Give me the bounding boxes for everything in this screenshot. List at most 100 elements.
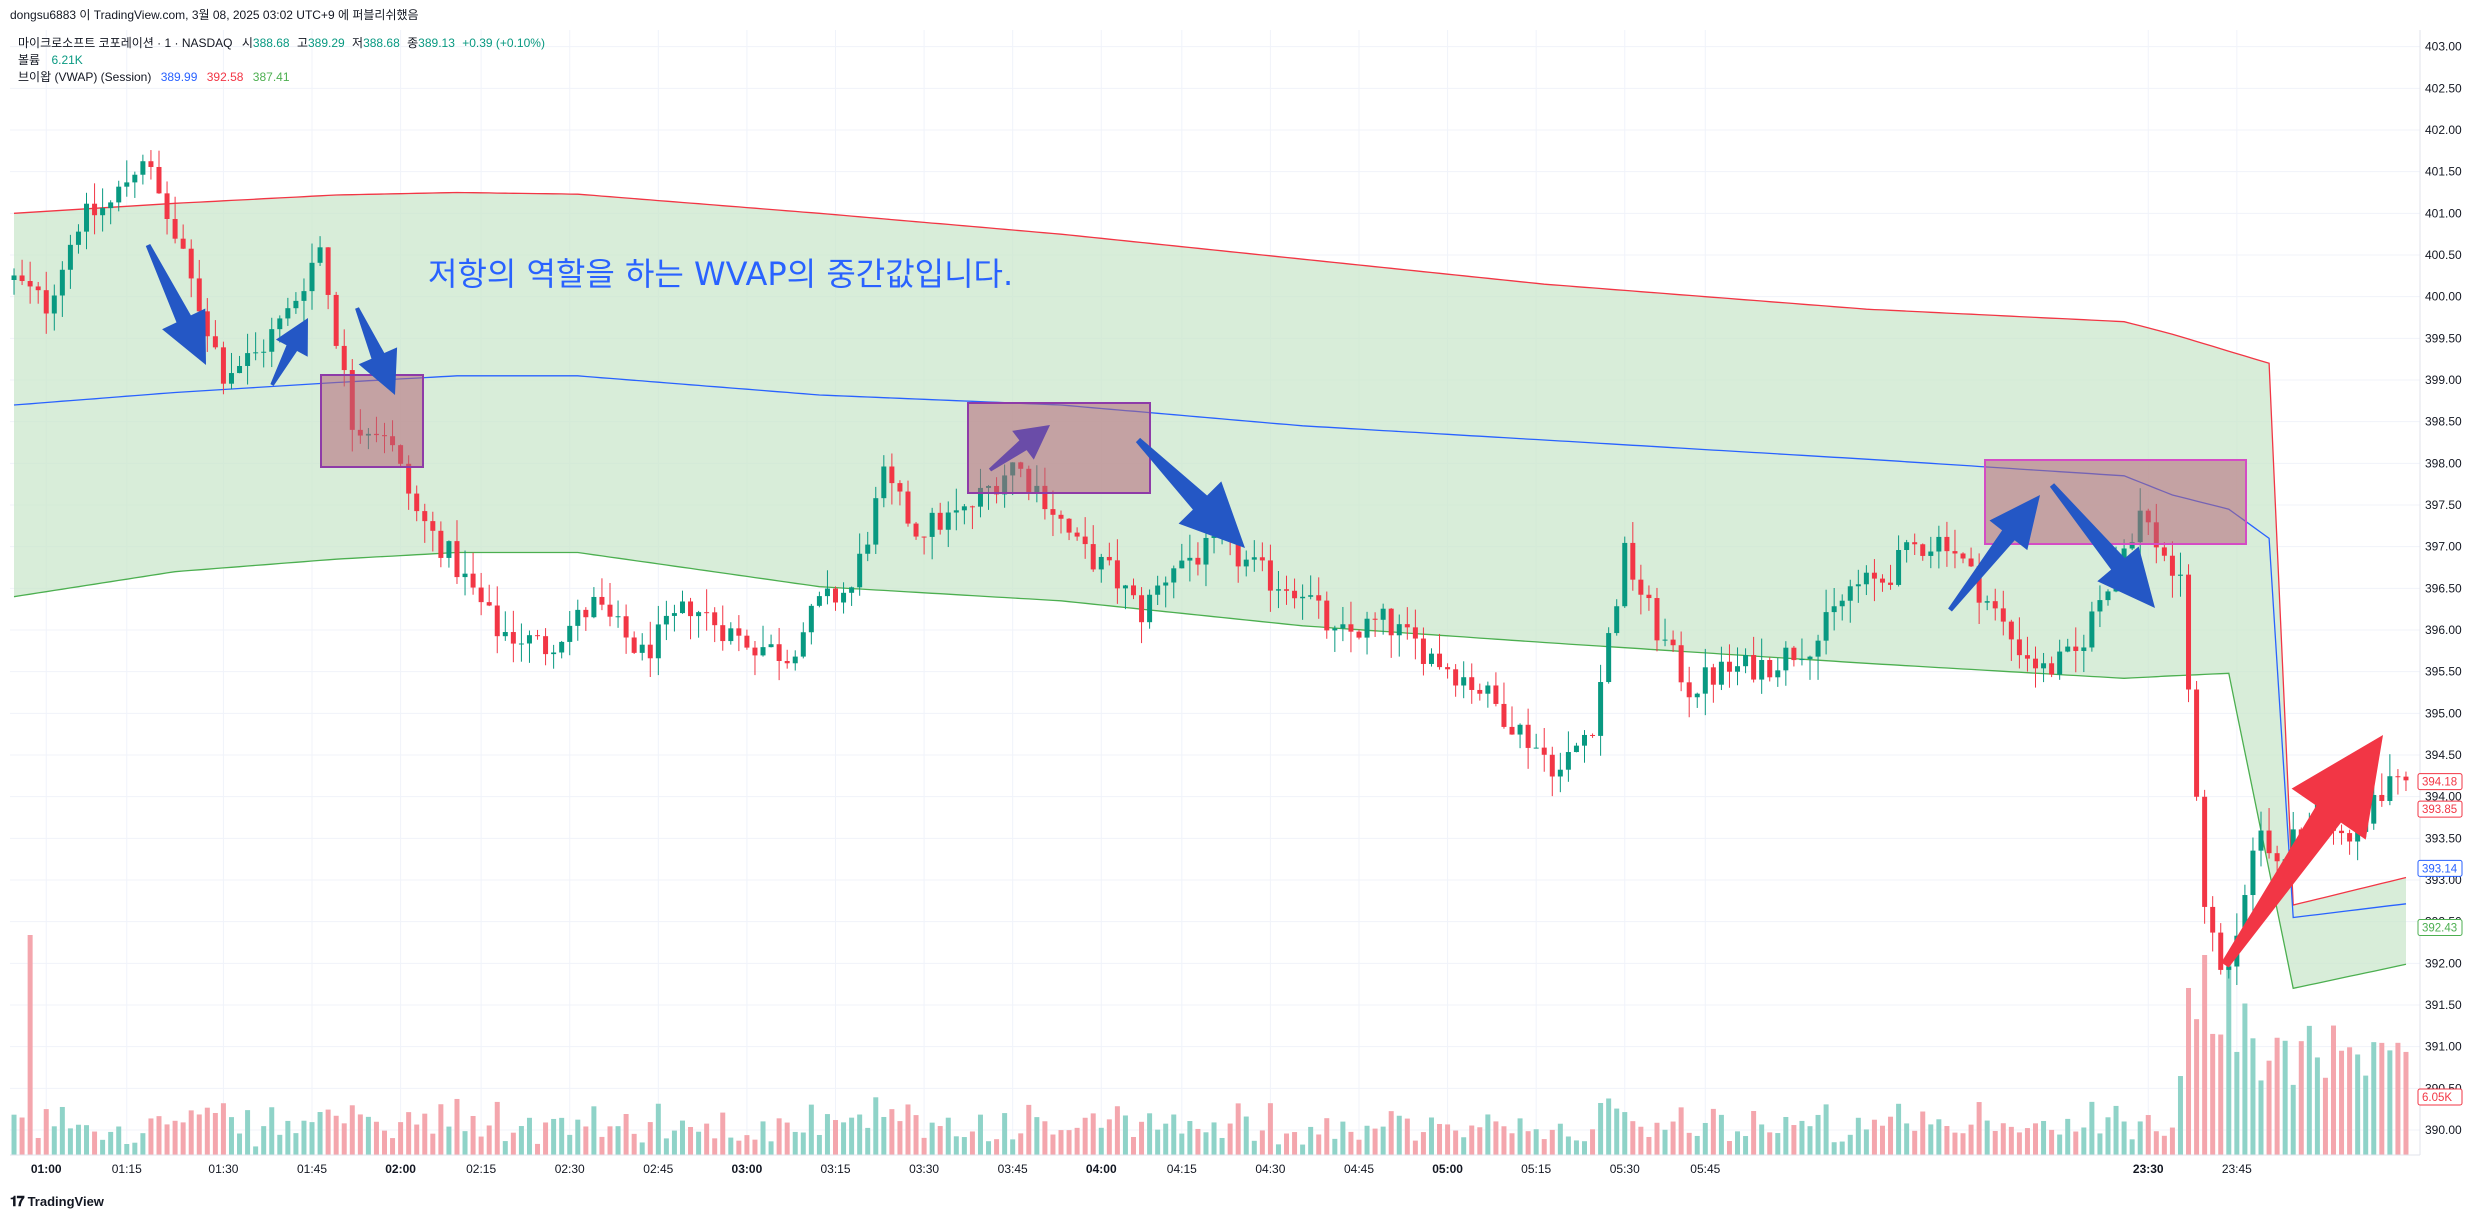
candle-body xyxy=(1259,557,1265,561)
vwap-legend[interactable]: 브이왑 (VWAP) (Session) 389.99 392.58 387.4… xyxy=(18,68,290,85)
volume-bar xyxy=(1767,1132,1773,1155)
candle-body xyxy=(462,573,468,578)
price-label-price[interactable]: 394.18 xyxy=(2417,773,2463,791)
volume-bar xyxy=(615,1126,621,1155)
price-label-volume[interactable]: 6.05K xyxy=(2417,1088,2463,1106)
time-tick-label: 04:30 xyxy=(1255,1162,1285,1176)
volume-legend[interactable]: 볼륨 6.21K xyxy=(18,51,83,68)
candle-body xyxy=(2177,574,2183,576)
volume-bar xyxy=(551,1118,557,1155)
volume-bar xyxy=(1807,1126,1813,1155)
volume-bar xyxy=(510,1132,516,1155)
arrow-up-3[interactable] xyxy=(1948,495,2040,612)
arrow-up-2[interactable] xyxy=(988,425,1050,472)
volume-bar xyxy=(1791,1125,1797,1155)
candle-body xyxy=(768,644,774,648)
candle-body xyxy=(1316,595,1322,601)
volume-bar xyxy=(2177,1076,2183,1155)
volume-bar xyxy=(285,1120,291,1155)
price-label-text: 393.85 xyxy=(2422,804,2457,816)
price-tick-label: 399.50 xyxy=(2425,331,2462,345)
volume-bar xyxy=(768,1141,774,1155)
candle-body xyxy=(438,530,444,558)
candle-body xyxy=(1122,585,1128,589)
volume-bar xyxy=(567,1134,573,1155)
volume-bar xyxy=(2218,1034,2224,1155)
arrow-down-2[interactable] xyxy=(355,307,398,395)
vwap-upper-line[interactable] xyxy=(13,191,2407,906)
candle-body xyxy=(849,587,855,593)
candle-body xyxy=(575,609,581,626)
resistance-box-2[interactable] xyxy=(967,402,1151,494)
price-axis[interactable]: 403.00 402.50 402.00 401.50 401.00 400.50 400.… xyxy=(2417,30,2463,1155)
candle-body xyxy=(2226,966,2232,970)
vwap-bands xyxy=(13,191,2407,990)
volume-bar xyxy=(1533,1129,1539,1155)
candle-body xyxy=(1042,485,1048,510)
volume-bar xyxy=(454,1098,460,1155)
candle-body xyxy=(1130,585,1136,596)
volume-bar xyxy=(2298,1041,2304,1155)
candle-body xyxy=(969,506,975,508)
arrow-down-4[interactable] xyxy=(2049,483,2155,608)
volume-bar xyxy=(172,1120,178,1155)
volume-bar xyxy=(2403,1051,2409,1155)
candle-body xyxy=(1767,660,1773,678)
arrow-down-3[interactable] xyxy=(1135,437,1245,548)
volume-bar xyxy=(2016,1132,2022,1155)
volume-bar xyxy=(1300,1144,1306,1155)
volume-bar xyxy=(2266,1060,2272,1155)
candle-body xyxy=(422,511,428,522)
volume-bar xyxy=(663,1138,669,1155)
annotation-text[interactable]: 저항의 역할을 하는 WVAP의 중간값입니다. xyxy=(428,255,1013,293)
candle-body xyxy=(2218,932,2224,970)
price-tick-label: 393.50 xyxy=(2425,831,2462,845)
price-label-lower[interactable]: 392.43 xyxy=(2417,919,2463,936)
candle-body xyxy=(728,628,734,642)
price-label-upper[interactable]: 393.85 xyxy=(2417,800,2463,818)
candle-body xyxy=(752,647,758,656)
volume-bar xyxy=(1477,1127,1483,1155)
candle-body xyxy=(526,635,532,644)
price-tick-label: 396.50 xyxy=(2425,581,2462,595)
volume-bar xyxy=(977,1114,983,1155)
arrow-up-1[interactable] xyxy=(270,318,308,386)
vwap-lower-line[interactable] xyxy=(13,551,2407,990)
candle-body xyxy=(1348,624,1354,632)
candle-body xyxy=(1992,601,1998,609)
candle-body xyxy=(696,612,702,617)
price-tick-label: 390.00 xyxy=(2425,1123,2462,1137)
candle-body xyxy=(1155,585,1161,595)
arrow-down-1[interactable] xyxy=(145,244,206,365)
volume-bar xyxy=(2258,1080,2264,1155)
volume-bar xyxy=(1428,1117,1434,1155)
candle-body xyxy=(2186,574,2192,690)
symbol-legend[interactable]: 마이크로소프트 코포레이션 · 1 · NASDAQ 시388.68 고389.… xyxy=(18,34,545,51)
candle-body xyxy=(1751,655,1757,680)
vwap-upper-value: 392.58 xyxy=(206,70,244,84)
volume-bar xyxy=(462,1131,468,1155)
candle-body xyxy=(1839,600,1845,607)
volume-bar xyxy=(833,1120,838,1155)
vwap-lower-value: 387.41 xyxy=(252,70,290,84)
candle-body xyxy=(1082,536,1088,545)
price-label-vwap[interactable]: 393.14 xyxy=(2417,859,2463,877)
time-tick-label: 04:00 xyxy=(1086,1162,1117,1176)
candle-body xyxy=(1614,606,1620,634)
resistance-box-1[interactable] xyxy=(320,374,424,468)
volume-bar xyxy=(1525,1131,1531,1155)
volume-bar xyxy=(502,1141,508,1155)
volume-bar xyxy=(728,1137,734,1155)
volume-bar xyxy=(953,1136,959,1155)
candle-body xyxy=(1509,726,1515,735)
candle-body xyxy=(1549,754,1555,777)
candle-body xyxy=(1896,550,1902,585)
high-label: 고 xyxy=(296,36,308,50)
arrow-up-red[interactable] xyxy=(2221,735,2383,968)
candle-body xyxy=(414,493,420,512)
tradingview-logo[interactable]: 𝟏𝟕 TradingView xyxy=(10,1193,104,1209)
volume-bar xyxy=(671,1130,677,1155)
price-tick-label: 399.00 xyxy=(2425,373,2462,387)
time-axis[interactable]: 01:00 01:15 01:30 01:45 02:00 02:15 02:30 02:45… xyxy=(10,1154,2420,1176)
